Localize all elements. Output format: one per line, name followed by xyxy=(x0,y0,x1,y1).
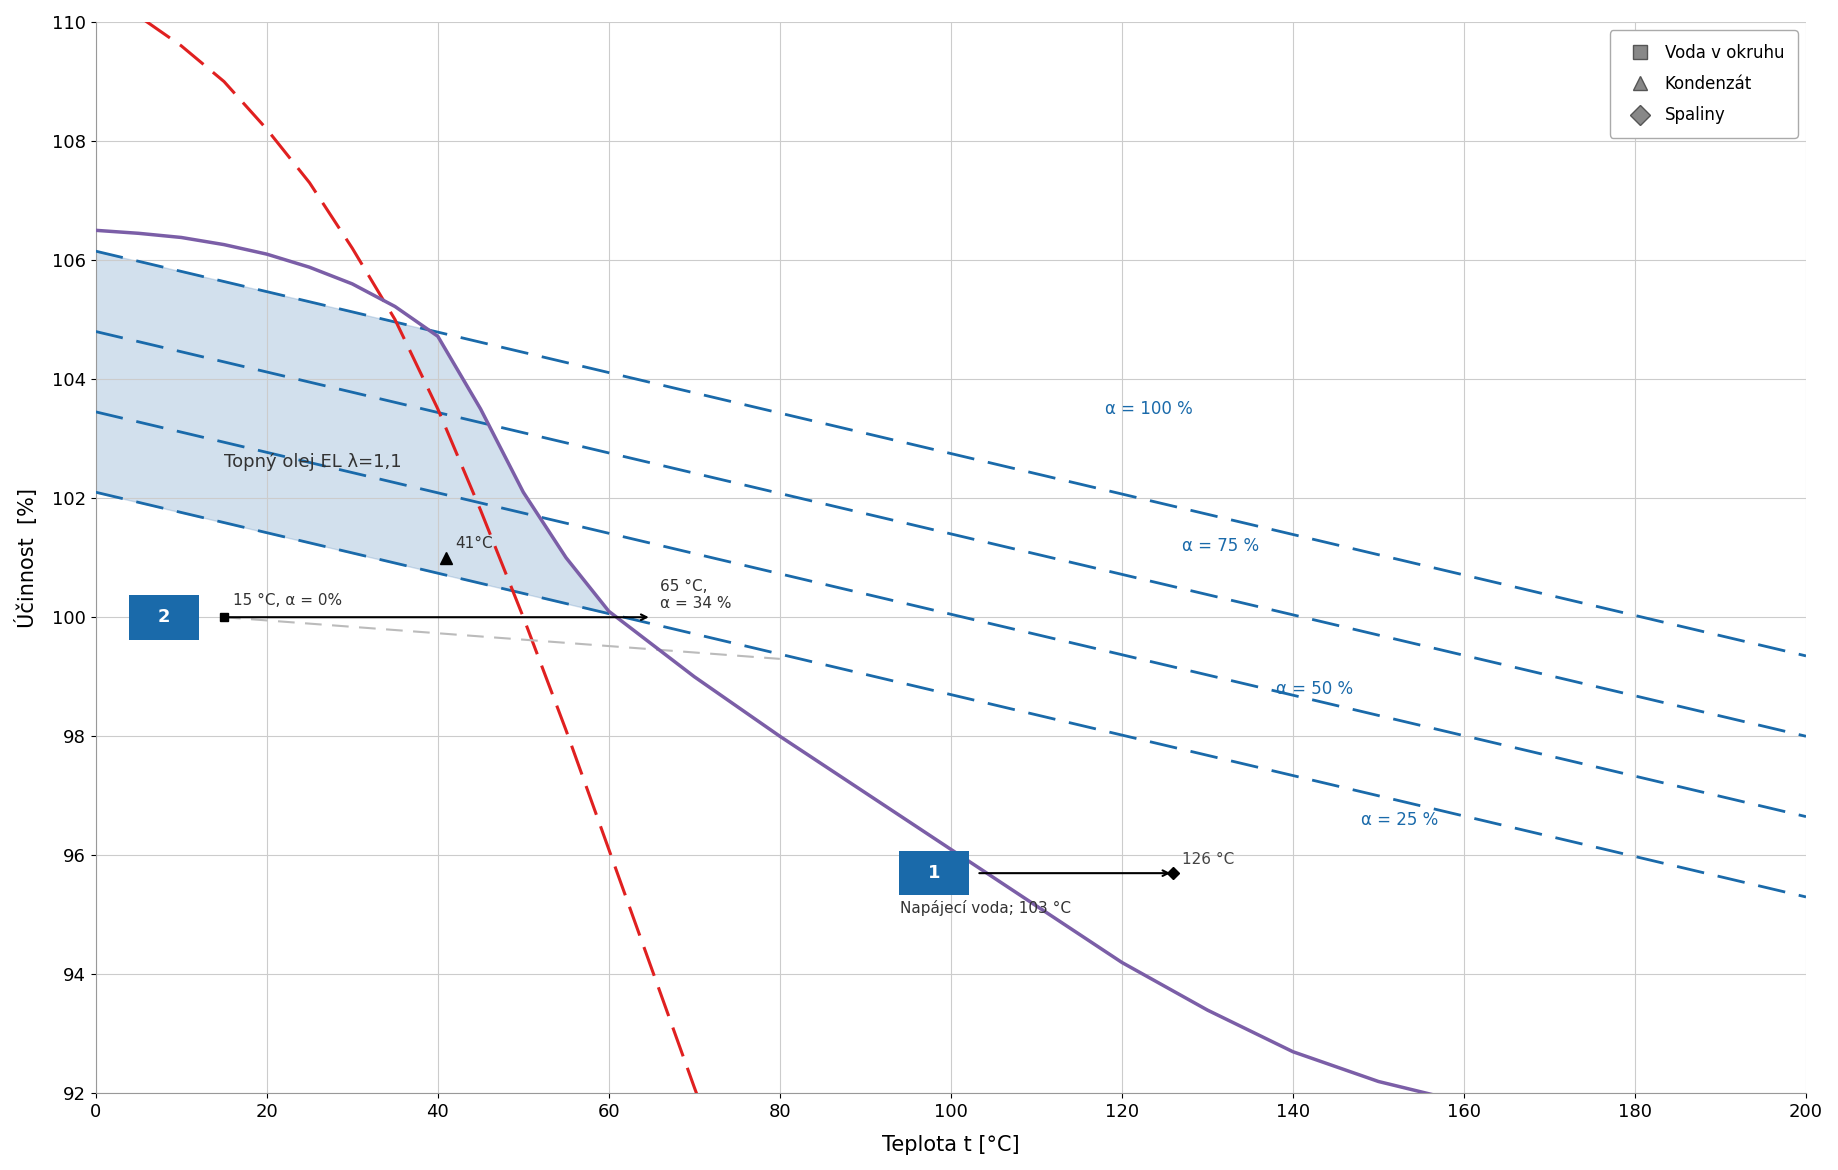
X-axis label: Teplota t [°C]: Teplota t [°C] xyxy=(882,1135,1020,1155)
Text: α = 25 %: α = 25 % xyxy=(1362,811,1439,828)
Text: Topný olej EL λ=1,1: Topný olej EL λ=1,1 xyxy=(224,454,403,472)
Text: 41°C: 41°C xyxy=(454,536,493,551)
Text: 1: 1 xyxy=(928,865,939,882)
Text: 15 °C, α = 0%: 15 °C, α = 0% xyxy=(233,593,342,608)
FancyBboxPatch shape xyxy=(899,851,969,895)
Legend: Voda v okruhu, Kondenzát, Spaliny: Voda v okruhu, Kondenzát, Spaliny xyxy=(1610,30,1798,138)
Text: 2: 2 xyxy=(158,608,171,626)
Text: α = 100 %: α = 100 % xyxy=(1105,400,1193,418)
FancyBboxPatch shape xyxy=(129,594,199,640)
Text: α = 75 %: α = 75 % xyxy=(1182,537,1259,555)
Text: α = 50 %: α = 50 % xyxy=(1276,680,1353,697)
Text: Napájecí voda; 103 °C: Napájecí voda; 103 °C xyxy=(899,900,1070,916)
Text: 65 °C,
α = 34 %: 65 °C, α = 34 % xyxy=(660,579,732,611)
Text: 126 °C: 126 °C xyxy=(1182,852,1233,867)
Y-axis label: Účinnost  [%]: Účinnost [%] xyxy=(15,488,39,627)
